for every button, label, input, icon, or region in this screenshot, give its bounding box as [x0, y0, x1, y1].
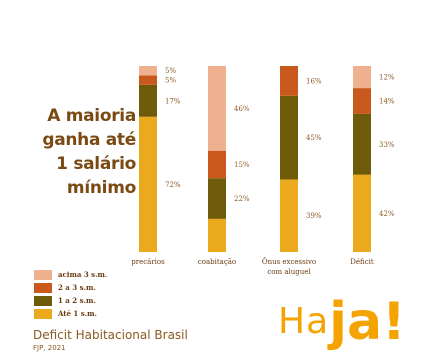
data-label-3-1: 33% [379, 141, 395, 149]
legend-label-2-a-3: 2 a 3 s.m. [58, 283, 96, 292]
bar-segment-1-3 [208, 66, 226, 151]
legend-item-acima-3: acima 3 s.m. [34, 268, 107, 281]
bar-segment-0-2 [139, 75, 157, 85]
brand-logo: Haja! [278, 292, 406, 352]
legend-label-1-a-2: 1 a 2 s.m. [58, 296, 96, 305]
legend-label-ate-1: Até 1 s.m. [58, 309, 97, 318]
bar-segment-2-0 [280, 179, 298, 252]
stacked-bar-chart: 72% 17% 5% 5% precários 22% 15% 46% coabitação 39… [131, 66, 395, 276]
data-label-2-1: 45% [306, 134, 322, 142]
data-label-3-3: 12% [379, 74, 395, 82]
bar-segment-0-1 [139, 84, 157, 117]
headline-line-1: A maioria [47, 106, 136, 126]
logo-text-ha: Ha [278, 301, 330, 342]
headline-line-3: 1 salário [56, 154, 136, 174]
bar-segment-2-2 [280, 66, 298, 96]
legend-item-ate-1: Até 1 s.m. [34, 307, 107, 320]
legend-swatch-ate-1 [34, 308, 52, 319]
legend-item-1-a-2: 1 a 2 s.m. [34, 294, 107, 307]
data-label-1-2: 15% [234, 161, 250, 169]
bar-segment-0-0 [139, 116, 157, 253]
category-label-1-0: coabitação [198, 258, 236, 266]
data-label-3-2: 14% [379, 97, 395, 105]
data-label-0-1: 17% [165, 97, 181, 105]
logo-text-ja: ja! [329, 292, 406, 352]
headline: A maioria ganha até 1 salário mínimo [14, 104, 136, 200]
category-label-3-0: Déficit [350, 258, 374, 266]
headline-line-4: mínimo [66, 178, 136, 198]
bar-segment-3-3 [353, 66, 371, 89]
source-subtitle: FJP, 2021 [33, 344, 66, 352]
bar-segment-1-2 [208, 150, 226, 179]
bar-segment-3-1 [353, 113, 371, 175]
legend-label-acima-3: acima 3 s.m. [58, 270, 108, 279]
legend-item-2-a-3: 2 a 3 s.m. [34, 281, 107, 294]
data-label-0-3: 5% [165, 67, 176, 75]
source-title: Deficit Habitacional Brasil [33, 328, 188, 342]
data-label-0-2: 5% [165, 77, 176, 85]
legend-swatch-acima-3 [34, 269, 52, 280]
headline-line-2: ganha até [42, 130, 136, 150]
legend-swatch-2-a-3 [34, 282, 52, 293]
legend-swatch-1-a-2 [34, 295, 52, 306]
bar-segment-0-3 [139, 66, 157, 76]
data-label-3-0: 42% [379, 210, 395, 218]
category-label-0-0: precários [131, 258, 165, 266]
data-label-1-3: 46% [234, 105, 250, 113]
bar-segment-3-2 [353, 88, 371, 114]
bar-segment-3-0 [353, 174, 371, 252]
data-label-2-0: 39% [306, 212, 322, 220]
data-label-1-1: 22% [234, 195, 250, 203]
data-label-2-2: 16% [306, 77, 322, 85]
chart-legend: acima 3 s.m. 2 a 3 s.m. 1 a 2 s.m. Até 1… [34, 268, 107, 320]
bar-segment-1-0 [208, 218, 226, 252]
category-label-2-0: Ônus excessivo [262, 257, 316, 266]
category-label-2-1: com aluguel [267, 268, 311, 276]
bar-segment-2-1 [280, 95, 298, 180]
data-label-0-0: 72% [165, 181, 181, 189]
bar-segment-1-1 [208, 178, 226, 219]
